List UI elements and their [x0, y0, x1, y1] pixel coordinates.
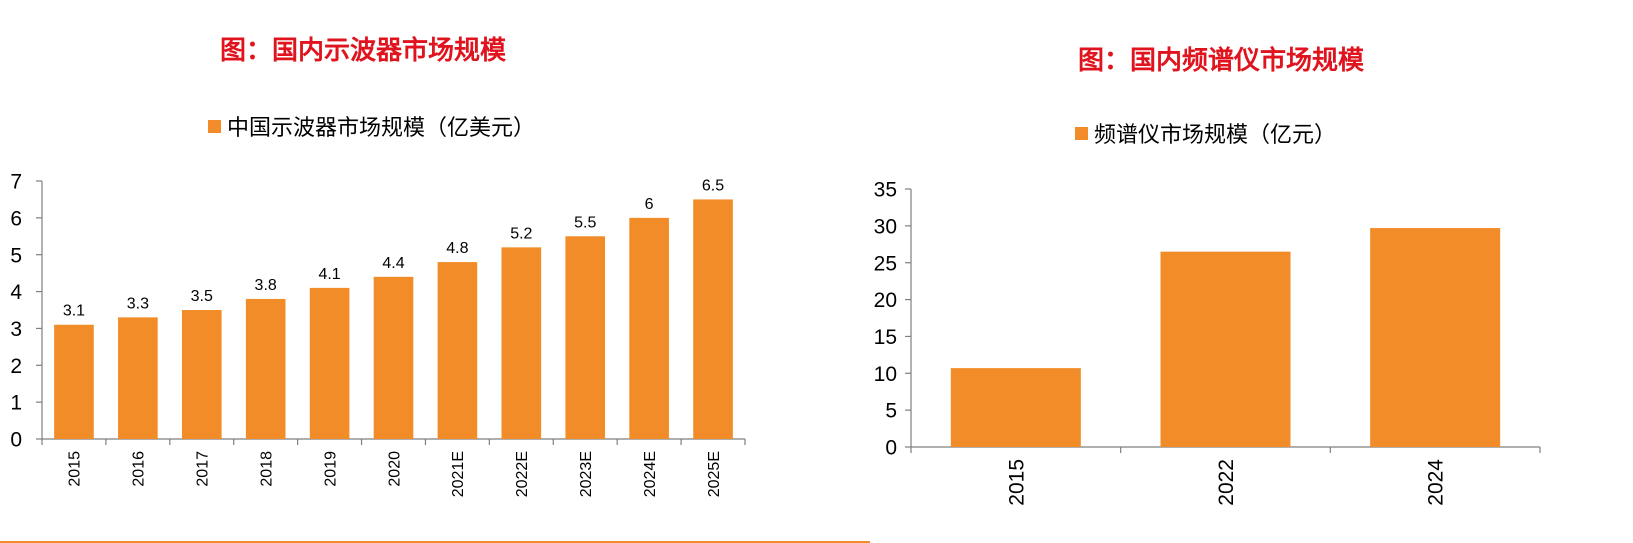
x-tick-label: 2021E — [450, 451, 467, 497]
bar — [181, 310, 222, 439]
data-label: 3.8 — [255, 277, 277, 294]
bar — [950, 368, 1081, 447]
x-tick-label: 2022 — [1215, 459, 1238, 506]
bar — [373, 276, 414, 439]
data-label: 6 — [645, 196, 654, 213]
y-tick-label: 15 — [874, 326, 897, 349]
y-tick-label: 0 — [885, 437, 897, 460]
oscilloscope-chart-panel: 图：国内示波器市场规模 中国示波器市场规模（亿美元） 0 1 2 3 4 5 6 7 3.1 20… — [0, 36, 870, 543]
data-label: 5.2 — [510, 225, 532, 242]
y-tick-label: 5 — [885, 400, 897, 423]
bar — [1370, 228, 1501, 447]
x-tick-label: 2025E — [706, 451, 723, 497]
chart-title: 图：国内频谱仪市场规模 — [1078, 46, 1365, 76]
y-tick-label: 20 — [874, 289, 897, 312]
chart-title: 图：国内示波器市场规模 — [220, 36, 507, 66]
legend-label: 频谱仪市场规模（亿元） — [1094, 122, 1337, 147]
x-tick-label: 2019 — [322, 451, 339, 487]
bar — [437, 262, 478, 439]
oscilloscope-bar-chart: 0 1 2 3 4 5 6 7 3.1 2015 3.3 2016 3.5 2017 3.8 2018 4.1 2… — [10, 171, 746, 497]
legend-label: 中国示波器市场规模（亿美元） — [227, 115, 536, 140]
chart-legend: 中国示波器市场规模（亿美元） — [208, 110, 535, 142]
data-label: 5.5 — [574, 214, 596, 231]
x-tick-label: 2018 — [258, 451, 275, 487]
bottom-divider — [0, 541, 870, 543]
x-tick-label: 2023E — [578, 451, 595, 497]
spectrum-analyzer-bar-chart: 0 5 10 15 20 25 30 35 2015 2022 2024 — [874, 179, 1541, 506]
data-label: 4.4 — [382, 255, 404, 272]
bar — [693, 199, 733, 439]
y-tick-label: 0 — [10, 429, 22, 452]
y-tick-label: 4 — [10, 281, 22, 304]
y-tick-label: 35 — [874, 179, 897, 202]
x-tick-label: 2015 — [67, 451, 84, 487]
chart-legend: 频谱仪市场规模（亿元） — [1075, 117, 1336, 149]
y-tick-label: 6 — [10, 207, 22, 230]
data-label: 3.5 — [191, 288, 213, 305]
x-tick-label: 2015 — [1005, 459, 1028, 506]
data-label: 6.5 — [702, 177, 724, 194]
bar — [1160, 251, 1291, 447]
y-tick-label: 5 — [10, 244, 22, 267]
data-label: 4.1 — [318, 266, 340, 283]
y-tick-label: 2 — [10, 355, 22, 378]
legend-swatch — [208, 119, 221, 133]
y-tick-label: 3 — [10, 318, 22, 341]
data-label: 3.3 — [127, 295, 149, 312]
x-tick-label: 2016 — [131, 451, 148, 487]
x-tick-label: 2022E — [514, 451, 531, 497]
y-tick-label: 1 — [10, 392, 22, 415]
y-tick-label: 10 — [874, 363, 897, 386]
bar — [54, 324, 94, 439]
y-tick-label: 25 — [874, 252, 897, 275]
bar — [309, 287, 350, 439]
bar — [501, 247, 542, 439]
x-tick-label: 2024 — [1425, 459, 1448, 506]
bar — [245, 298, 286, 439]
spectrum-analyzer-chart-panel: 图：国内频谱仪市场规模 频谱仪市场规模（亿元） 0 5 10 15 20 25 30 35 20… — [870, 0, 1633, 543]
data-label: 4.8 — [446, 240, 468, 257]
data-label: 3.1 — [63, 303, 85, 320]
legend-swatch — [1075, 126, 1088, 140]
x-tick-label: 2024E — [642, 451, 659, 497]
x-tick-label: 2020 — [386, 451, 403, 487]
y-tick-label: 7 — [10, 171, 22, 194]
bar — [118, 317, 158, 439]
y-tick-label: 30 — [874, 215, 897, 238]
bar — [565, 236, 606, 439]
x-tick-label: 2017 — [195, 451, 212, 487]
bar — [629, 217, 669, 439]
